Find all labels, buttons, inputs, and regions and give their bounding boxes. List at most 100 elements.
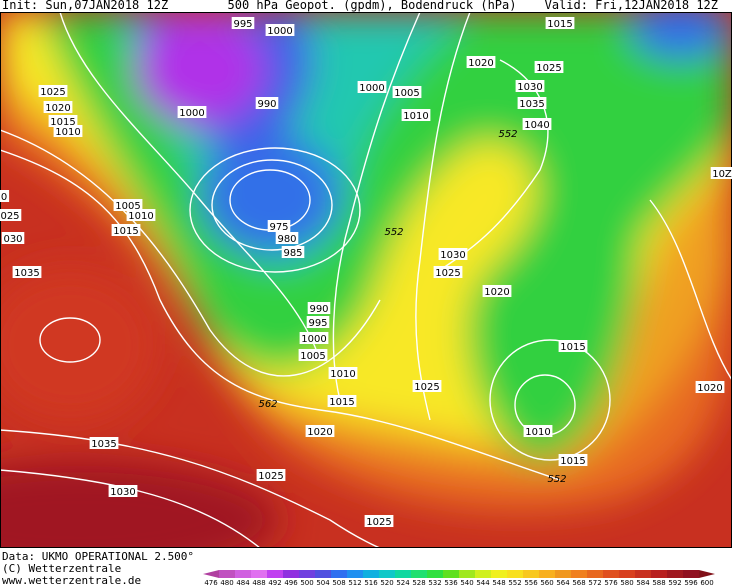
isobar-label: 1005 (300, 351, 325, 362)
label-box (412, 380, 442, 392)
colorbar-tick-label: 524 (396, 579, 410, 587)
label-box (307, 302, 331, 314)
isobar-label: 1015 (560, 342, 585, 353)
colorbar-swatch (571, 570, 587, 578)
label-box (517, 97, 547, 109)
label-box (466, 56, 496, 68)
isobar-label: 1035 (519, 99, 544, 110)
geopotential-label: 552 (547, 474, 566, 485)
isobar-label: 1005 (115, 201, 140, 212)
colorbar-tick-label: 588 (652, 579, 665, 587)
isobar-label: 1015 (547, 19, 572, 30)
isobar-label: 1010 (525, 427, 550, 438)
label-box (433, 266, 463, 278)
colorbar-swatch (475, 570, 491, 578)
label-box (558, 340, 588, 352)
label-box (48, 115, 78, 127)
colorbar-swatch (251, 570, 267, 578)
geopotential-label: 552 (384, 227, 403, 238)
label-box (306, 316, 330, 328)
label-box (177, 106, 207, 118)
geopotential-label: 562 (258, 399, 277, 410)
label-box (1, 232, 25, 244)
colorbar-tick-label: 484 (236, 579, 250, 587)
colorbar: 476 480 484 488 492 496 500 504 508 512 516 520 524 5… (203, 570, 715, 587)
isobar-label: 1015 (113, 226, 138, 237)
data-source: Data: UKMO OPERATIONAL 2.500° (2, 550, 194, 563)
colorbar-swatch (523, 570, 539, 578)
label-box (558, 454, 588, 466)
colorbar-swatch (555, 570, 571, 578)
isobar-label: 10Z (712, 169, 732, 180)
isobar-label: 1020 (45, 103, 70, 114)
label-box (299, 332, 329, 344)
isobar-label: 1015 (329, 397, 354, 408)
isobar-label: 1030 (110, 487, 135, 498)
isobar-label: 1010 (128, 211, 153, 222)
colorbar-swatch (427, 570, 443, 578)
website: www.wetterzentrale.de (2, 574, 141, 587)
colorbar-tick-label: 512 (348, 579, 361, 587)
label-box (522, 118, 552, 130)
isobar-label: 1005 (394, 88, 419, 99)
colorbar-tick-label: 504 (316, 579, 330, 587)
colorbar-swatch (283, 570, 299, 578)
isobar-label: 980 (277, 234, 296, 245)
colorbar-tick-label: 600 (700, 579, 713, 587)
label-box (523, 425, 553, 437)
colorbar-tick-label: 476 (204, 579, 218, 587)
label-box (438, 248, 468, 260)
isobar-label: 1015 (50, 117, 75, 128)
label-box (0, 209, 22, 221)
colorbar-tick-label: 552 (508, 579, 521, 587)
colorbar-tick-label: 592 (668, 579, 681, 587)
valid-time: Valid: Fri,12JAN2018 12Z (545, 0, 718, 12)
init-time: Init: Sun,07JAN2018 12Z (2, 0, 168, 12)
colorbar-tick-label: 572 (588, 579, 601, 587)
label-box (482, 285, 512, 297)
copyright: (C) Wetterzentrale (2, 562, 121, 575)
colorbar-swatch (235, 570, 251, 578)
colorbar-swatch (299, 570, 315, 578)
label-box (545, 17, 575, 29)
colorbar-tick-label: 580 (620, 579, 633, 587)
colorbar-tick-label: 492 (268, 579, 281, 587)
colorbar-tick-label: 500 (300, 579, 313, 587)
label-box (534, 61, 564, 73)
map-title: 500 hPa Geopot. (gpdm), Bodendruck (hPa) (228, 0, 517, 12)
colorbar-swatch (395, 570, 411, 578)
isobar-label: 1030 (517, 82, 542, 93)
colorbar-tick-label: 540 (460, 579, 473, 587)
label-box (111, 224, 141, 236)
isobar-label: 1010 (330, 369, 355, 380)
isobar-label: 1020 (307, 427, 332, 438)
label-box (357, 81, 387, 93)
colorbar-tick-label: 488 (252, 579, 265, 587)
colorbar-swatch (603, 570, 619, 578)
contour-labels: 995 1000 1015 1020 1025 1030 1035 1040 1025 1020 1… (0, 17, 732, 528)
isobar-label: 1000 (359, 83, 384, 94)
colorbar-swatch (459, 570, 475, 578)
colorbar-swatch (619, 570, 635, 578)
isobar-label: 1020 (484, 287, 509, 298)
colorbar-swatch (699, 570, 715, 578)
isobar-label: 025 (0, 211, 19, 222)
colorbar-tick-label: 560 (540, 579, 553, 587)
isobar-label: 1020 (468, 58, 493, 69)
label-box (126, 209, 156, 221)
isobar-label: 985 (283, 248, 302, 259)
colorbar-swatch (267, 570, 283, 578)
colorbar-swatch (507, 570, 523, 578)
label-box (710, 167, 732, 179)
colorbar-tick-label: 564 (556, 579, 570, 587)
isobar-label: 995 (308, 318, 327, 329)
label-box (305, 425, 335, 437)
isobar-label: 1000 (267, 26, 292, 37)
label-box (275, 232, 299, 244)
label-box (89, 437, 119, 449)
isobar-label: 0 (1, 192, 7, 203)
colorbar-tick-label: 496 (284, 579, 298, 587)
label-box (695, 381, 725, 393)
colorbar-tick-label: 544 (476, 579, 490, 587)
